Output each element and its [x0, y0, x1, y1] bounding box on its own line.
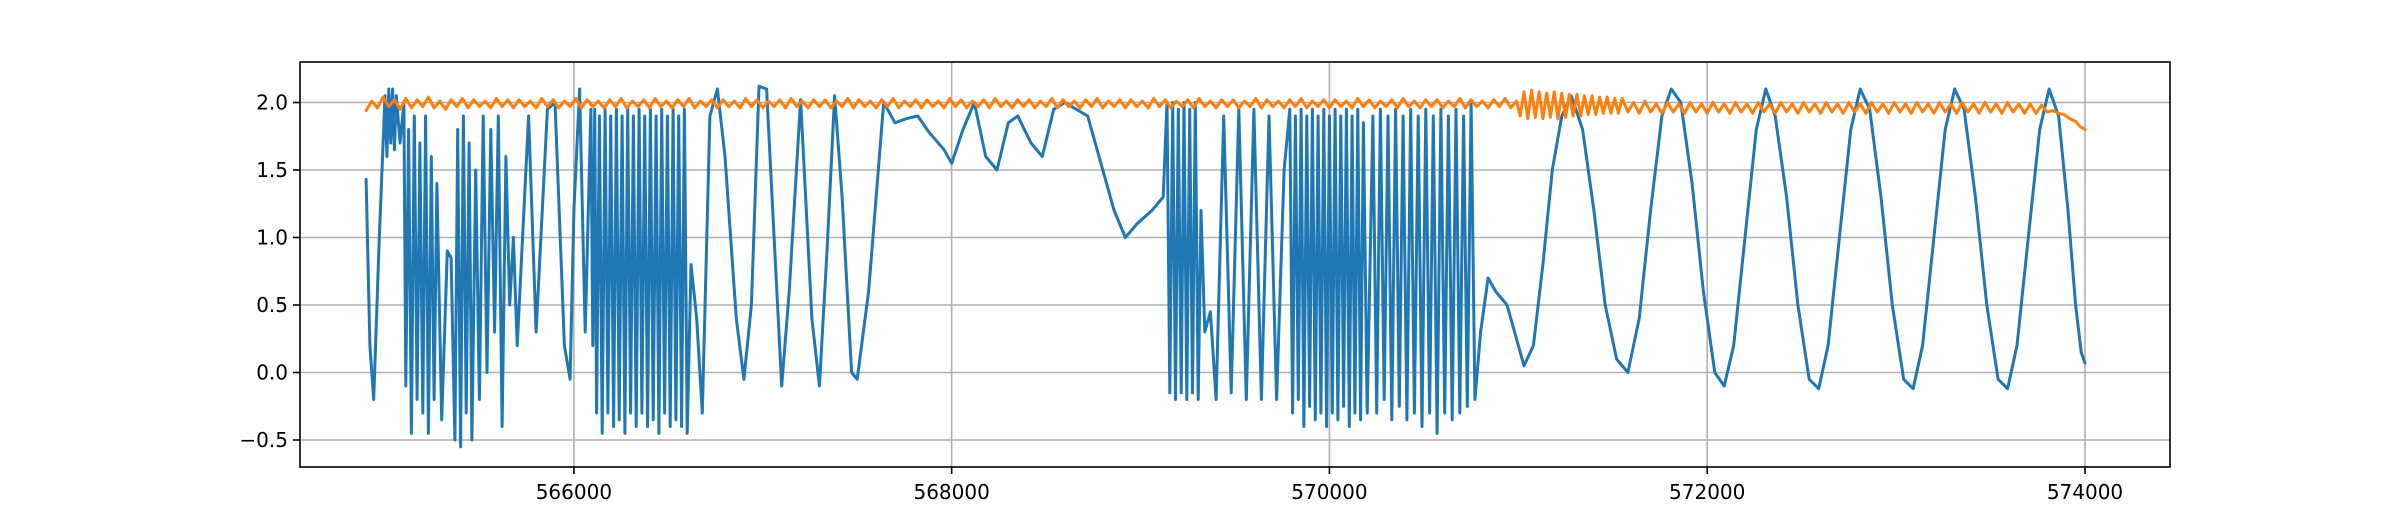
series-line-1 — [364, 84, 2087, 449]
series-line-2 — [364, 88, 2087, 131]
x-tick-label: 568000 — [913, 480, 989, 504]
x-tick-label: 570000 — [1291, 480, 1367, 504]
x-tick-label: 566000 — [536, 480, 612, 504]
axes-frame — [299, 61, 2171, 468]
y-tick-label: 1.0 — [256, 226, 288, 250]
x-tick-label: 574000 — [2047, 480, 2123, 504]
y-tick-label: −0.5 — [239, 428, 288, 452]
y-tick-label: 1.5 — [256, 158, 288, 182]
series-lines — [364, 84, 2087, 449]
axes: 566000 568000 570000 572000 574000 −0.5 0.0 0.5… — [239, 61, 2171, 504]
x-tick-label: 572000 — [1669, 480, 1745, 504]
y-tick-label: 2.0 — [256, 91, 288, 115]
y-tick-label: 0.5 — [256, 293, 288, 317]
y-tick-label: 0.0 — [256, 361, 288, 385]
